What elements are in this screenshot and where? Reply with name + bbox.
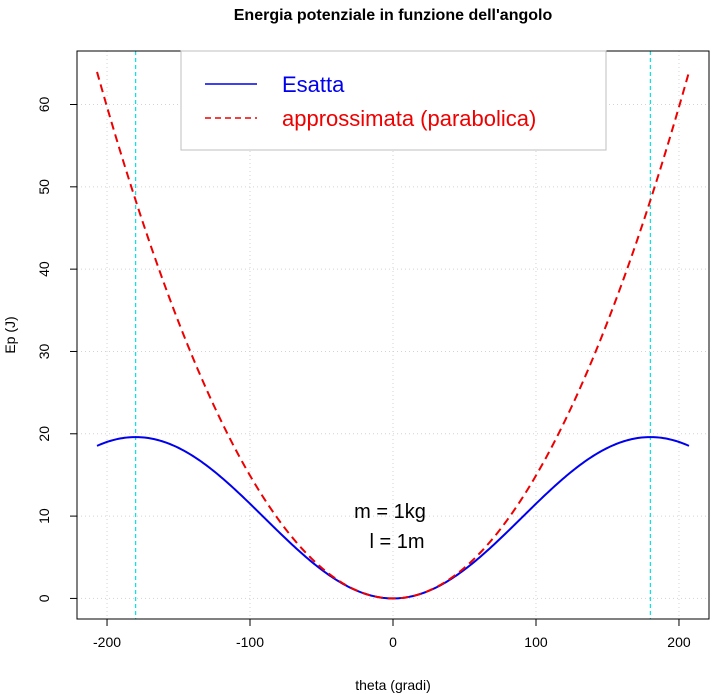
series-line-approssimata [96,71,690,600]
x-axis: -200 -100 0 100 200 [93,618,691,650]
y-tick-label: 30 [36,343,52,359]
x-tick-label: -100 [236,634,264,650]
series-lines [96,71,690,600]
chart-title: Energia potenziale in funzione dell'ango… [234,7,553,24]
annotation-length: l = 1m [369,531,424,553]
legend-box [180,50,607,151]
legend: Esatta approssimata (parabolica) [180,50,607,151]
annotations: m = 1kg l = 1m [354,501,426,553]
y-tick-label: 10 [36,508,52,524]
y-tick-label: 60 [36,97,52,113]
y-axis-label: Ep (J) [2,316,18,353]
y-tick-label: 0 [36,594,52,602]
x-axis-label: theta (gradi) [355,677,430,693]
x-tick-label: 0 [389,634,397,650]
legend-label-esatta: Esatta [282,72,345,97]
x-tick-label: 200 [667,634,691,650]
y-tick-label: 20 [36,426,52,442]
x-tick-label: -200 [93,634,121,650]
reference-lines [135,51,651,619]
y-tick-label: 40 [36,261,52,277]
y-tick-label: 50 [36,179,52,195]
annotation-mass: m = 1kg [354,501,426,523]
x-tick-label: 100 [524,634,548,650]
y-axis: 0 10 20 30 40 50 60 [36,97,78,602]
legend-label-approssimata: approssimata (parabolica) [282,106,536,131]
